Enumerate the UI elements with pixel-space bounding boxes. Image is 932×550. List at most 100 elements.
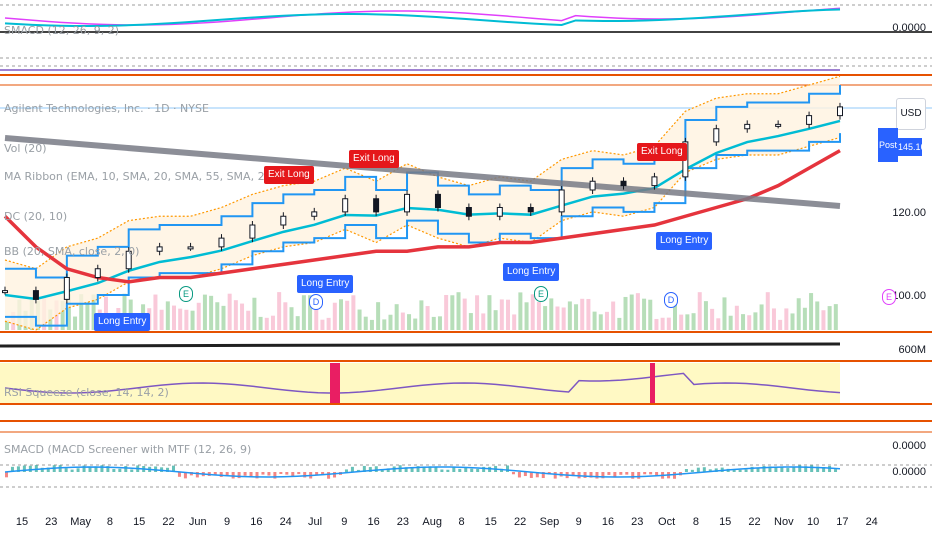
squeeze-marker: [330, 363, 340, 403]
currency-button[interactable]: USD: [896, 98, 926, 130]
macd-histogram-bar: [643, 472, 647, 475]
bb-label[interactable]: BB (20, SMA, close, 2, 0): [4, 245, 140, 258]
volume-bar: [122, 293, 127, 330]
macd-histogram-bar: [428, 466, 432, 472]
macd-histogram-bar: [46, 467, 50, 472]
volume-bar: [809, 293, 814, 330]
volume-bar: [153, 294, 158, 330]
volume-bar: [339, 299, 343, 330]
volume-bar: [363, 316, 368, 330]
price-label-100: 100.00: [892, 290, 926, 302]
macd-histogram-bar: [529, 472, 533, 478]
macd-histogram-bar: [476, 468, 480, 472]
volume-bar: [413, 318, 418, 330]
volume-bar: [270, 315, 275, 330]
signal-exit-long-3[interactable]: Exit Long: [637, 143, 687, 161]
dividend-event-icon[interactable]: D: [664, 292, 678, 308]
volume-bar: [345, 300, 350, 330]
earnings-upcoming-icon[interactable]: E: [882, 289, 896, 305]
signal-exit-long-1[interactable]: Exit Long: [264, 166, 314, 184]
time-axis-label: 23: [631, 516, 643, 528]
trendline: [4, 135, 841, 209]
candle-body: [187, 246, 194, 250]
time-axis-label: 24: [280, 516, 292, 528]
macd-histogram-bar: [673, 472, 676, 479]
volume-bar: [623, 296, 628, 330]
macd-histogram-bar: [94, 466, 98, 472]
price-label-rsi: 0.0000: [892, 440, 926, 452]
earnings-event-icon[interactable]: E: [534, 286, 548, 302]
time-axis-label: 9: [224, 516, 230, 528]
candle-body: [589, 180, 596, 191]
symbol-title[interactable]: Agilent Technologies, Inc. · 1D · NYSE: [4, 102, 209, 115]
volume-bar: [543, 306, 548, 330]
candle-body: [806, 115, 813, 125]
earnings-event-icon[interactable]: E: [179, 286, 193, 302]
signal-long-entry-2[interactable]: Long Entry: [297, 275, 354, 293]
signal-long-entry-4[interactable]: Long Entry: [656, 232, 713, 250]
time-axis-label: 22: [162, 516, 174, 528]
macd-histogram-bar: [64, 468, 68, 472]
volume-bar: [604, 311, 609, 330]
smacd-bottom-label[interactable]: SMACD (MACD Screener with MTF (12, 26, 9…: [4, 443, 252, 456]
time-axis-label: Jun: [189, 516, 207, 528]
time-axis-label: Jul: [308, 516, 322, 528]
volume-bar: [635, 293, 640, 330]
volume-bar: [784, 308, 789, 330]
volume-bar: [771, 308, 776, 330]
candle-body: [837, 106, 843, 117]
rsi-line: [4, 372, 841, 394]
macd-histogram-bar: [82, 465, 86, 472]
volume-bar: [530, 294, 535, 330]
time-axis-label: Sep: [540, 516, 560, 528]
macd-histogram-bar: [106, 466, 110, 472]
ma-ribbon-label[interactable]: MA Ribbon (EMA, 10, SMA, 20, SMA, 55, SM…: [4, 170, 283, 183]
volume-bar: [833, 304, 838, 330]
macd-histogram-bar: [541, 472, 545, 479]
volume-bar: [499, 299, 504, 330]
macd-histogram-bar: [828, 465, 832, 472]
macd-histogram-bar: [631, 472, 635, 479]
rsi-background: [0, 363, 840, 403]
volume-bar: [734, 305, 739, 330]
volume-bar: [165, 301, 170, 330]
candle-body: [496, 207, 503, 217]
macd-histogram-bar: [279, 472, 283, 475]
macd-histogram-bar: [714, 468, 718, 472]
candle-body: [342, 198, 349, 213]
rsi-label[interactable]: RSI Squeeze (close, 14, 14, 2): [4, 386, 169, 399]
macd-histogram-bar: [834, 469, 838, 472]
macd-histogram-bar: [464, 467, 468, 472]
time-axis-label: 23: [45, 516, 57, 528]
macd-histogram-bar: [553, 472, 557, 479]
macd-histogram-bar: [112, 468, 116, 472]
volume-bar: [314, 298, 319, 330]
volume-bar: [357, 309, 362, 330]
macd-histogram-bar: [88, 466, 92, 472]
dividend-event-icon[interactable]: D: [309, 294, 323, 310]
candle-body: [713, 128, 720, 143]
candle-body: [156, 246, 163, 252]
macd-histogram-bar: [702, 467, 706, 472]
dc-label[interactable]: DC (20, 10): [4, 210, 68, 223]
macd-histogram-bar: [482, 466, 486, 472]
signal-long-entry-1[interactable]: Long Entry: [94, 313, 151, 331]
volume-bar: [691, 313, 696, 330]
volume-bar: [468, 313, 473, 330]
volume-bar: [802, 307, 807, 330]
signal-exit-long-2[interactable]: Exit Long: [349, 150, 399, 168]
volume-bar: [679, 314, 684, 330]
time-axis-label: 16: [602, 516, 614, 528]
signal-long-entry-3[interactable]: Long Entry: [503, 263, 560, 281]
candle-body: [218, 237, 225, 248]
macd-histogram-bar: [506, 465, 509, 472]
macd-histogram-bar: [177, 472, 181, 477]
volume-bar: [815, 301, 820, 330]
vol-label[interactable]: Vol (20): [4, 142, 47, 155]
macd-histogram-bar: [774, 467, 778, 472]
macd-histogram-bar: [458, 468, 462, 472]
time-axis-label: 9: [576, 516, 582, 528]
volume-bar: [549, 298, 554, 330]
macd-histogram-bar: [601, 472, 605, 479]
